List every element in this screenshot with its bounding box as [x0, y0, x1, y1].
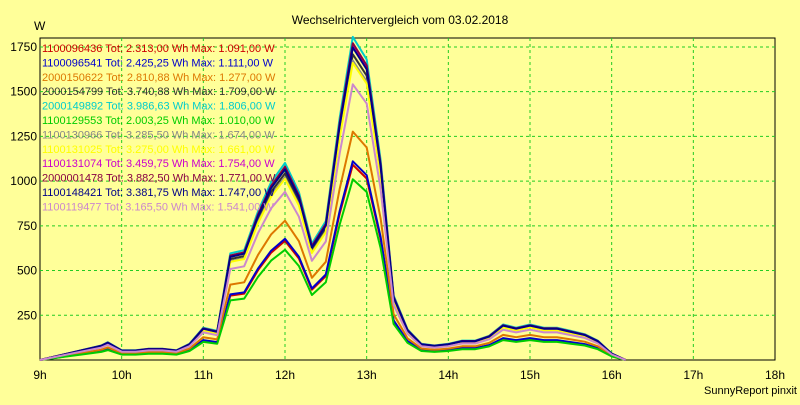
- x-tick-label: 12h: [275, 368, 295, 382]
- y-tick-label: 1500: [10, 85, 37, 99]
- series-line-12: [39, 83, 626, 361]
- x-tick-label: 17h: [683, 368, 703, 382]
- y-tick-label: 750: [17, 219, 37, 233]
- series-line-3: [39, 130, 626, 361]
- legend-entry-7: 1100130966 Tot: 3.285,50 Wh Max: 1.674,0…: [42, 129, 275, 141]
- series-line-6: [39, 178, 626, 361]
- legend-entry-10: 2000001478 Tot: 3.882,50 Wh Max: 1.771,0…: [42, 173, 276, 185]
- x-tick-label: 10h: [112, 368, 132, 382]
- x-tick-label: 18h: [765, 368, 785, 382]
- y-tick-label: 500: [17, 264, 37, 278]
- x-tick-label: 16h: [602, 368, 622, 382]
- legend-entry-3: 2000150622 Tot: 2.810,88 Wh Max: 1.277,0…: [42, 72, 276, 84]
- y-tick-label: 1250: [10, 129, 37, 143]
- x-tick-label: 11h: [194, 368, 213, 382]
- legend-entry-8: 1100131025 Tot: 3.275,00 Wh Max: 1.661,0…: [42, 144, 275, 156]
- legend-entry-9: 1100131074 Tot: 3.459,75 Wh Max: 1.754,0…: [42, 158, 275, 170]
- series-line-11: [39, 46, 627, 361]
- legend-entry-6: 1100129553 Tot: 2.003,25 Wh Max: 1.010,0…: [42, 115, 275, 127]
- y-tick-label: 1750: [10, 40, 37, 54]
- y-tick-label: 250: [17, 308, 37, 322]
- y-tick-label: 1000: [10, 174, 37, 188]
- x-tick-label: 13h: [357, 368, 377, 382]
- x-tick-label: 15h: [520, 368, 540, 382]
- x-tick-label: 9h: [33, 368, 46, 382]
- legend-entry-12: 1100119477 Tot: 3.165,50 Wh Max: 1.541,0…: [42, 201, 274, 213]
- chart-title: Wechselrichtervergleich vom 03.02.2018: [292, 13, 509, 27]
- footer-credit: SunnyReport pinxit: [704, 385, 797, 397]
- legend-entry-4: 2000154799 Tot: 3.740,88 Wh Max: 1.709,0…: [42, 86, 276, 98]
- y-axis-unit: W: [34, 19, 46, 33]
- legend-entry-2: 1100096541 Tot: 2.425,25 Wh Max: 1.111,0…: [42, 57, 274, 69]
- legend-entry-11: 1100148421 Tot: 3.381,75 Wh Max: 1.747,0…: [42, 187, 275, 199]
- legend-entry-5: 2000149892 Tot: 3.986,63 Wh Max: 1.806,0…: [42, 101, 276, 113]
- x-tick-label: 14h: [438, 368, 458, 382]
- plot-frame: [39, 37, 776, 361]
- legend-entry-1: 1100096436 Tot: 2.313,00 Wh Max: 1.091,0…: [42, 43, 275, 55]
